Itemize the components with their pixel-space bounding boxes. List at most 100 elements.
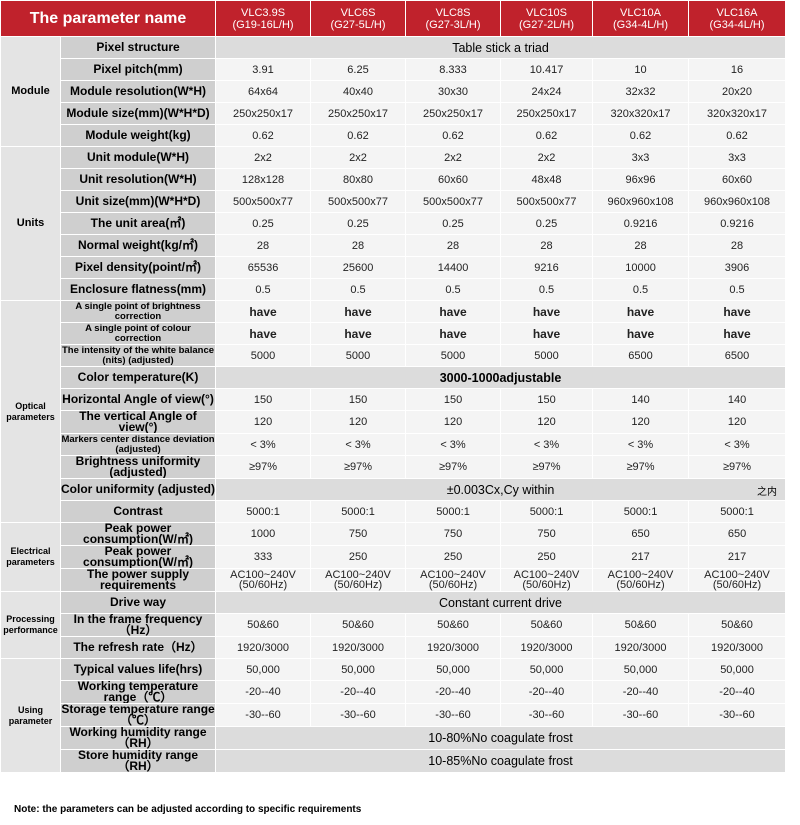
cell-value: 0.9216 (592, 212, 690, 235)
param-label: Pixel pitch(mm) (59, 58, 217, 81)
model-header: VLC10A (G34-4L/H) (592, 0, 690, 37)
cell-value: -20--40 (405, 680, 502, 704)
cell-value: 650 (688, 522, 787, 546)
cell-value: 28 (215, 234, 312, 257)
cell-value: 10 (592, 58, 690, 81)
cell-value: AC100~240V (50/60Hz) (310, 568, 407, 592)
spec-row: Module weight(kg) 0.62 0.62 0.62 0.62 0.62 0.6… (1, 124, 787, 147)
cell-value: 5000:1 (215, 500, 312, 523)
cell-value: 6.25 (310, 58, 407, 81)
param-label: Pixel structure (59, 36, 217, 59)
cell-value: AC100~240V (50/60Hz) (405, 568, 502, 592)
cell-value: 150 (215, 388, 312, 411)
model-code: (G27-5L/H) (330, 18, 386, 31)
spec-row: The intensity of the white balance (nits… (1, 344, 787, 367)
cell-value: 50&60 (215, 613, 312, 637)
model-header: VLC16A (G34-4L/H) (688, 0, 787, 37)
param-label: Working humidity range（RH） (59, 726, 217, 750)
cell-value: 5000:1 (592, 500, 690, 523)
spec-row: Units Unit module(W*H) 2x2 2x2 2x2 2x2 3x3 3x3 (0, 146, 787, 301)
cell-value: 25600 (310, 256, 407, 279)
cell-value: 500x500x77 (405, 190, 502, 213)
cell-value: ≥97% (592, 455, 690, 479)
spec-row: Color uniformity (adjusted) ±0.003Cx,Cy w… (1, 478, 787, 501)
cell-value: ≥97% (500, 455, 594, 479)
cell-value: AC100~240V (50/60Hz) (500, 568, 594, 592)
cell-value: -30--60 (500, 703, 594, 727)
param-label: Brightness uniformity (adjusted) (59, 455, 217, 479)
cell-value: 0.25 (310, 212, 407, 235)
model-name: VLC10S (526, 6, 567, 19)
spec-table: The parameter name VLC3.9S (G19-16L/H) VLC6… (0, 0, 787, 773)
cell-value: 8.333 (405, 58, 502, 81)
cell-value: 60x60 (405, 168, 502, 191)
header-row: The parameter name VLC3.9S (G19-16L/H) VLC6… (0, 0, 787, 37)
cell-value: 140 (592, 388, 690, 411)
cell-value: -20--40 (688, 680, 787, 704)
spec-row: Enclosure flatness(mm) 0.5 0.5 0.5 0.5 0.5 0.5 (1, 278, 787, 301)
cell-value: < 3% (500, 433, 594, 456)
cell-value: 120 (215, 410, 312, 434)
cell-value: 5000:1 (688, 500, 787, 523)
cell-value: 333 (215, 545, 312, 569)
param-label: Color uniformity (adjusted) (59, 478, 217, 501)
cell-value: 120 (688, 410, 787, 434)
cell-value: 500x500x77 (310, 190, 407, 213)
cell-value: 14400 (405, 256, 502, 279)
param-label: The power supply requirements (59, 568, 217, 592)
cell-value: 0.5 (310, 278, 407, 301)
cell-value: 750 (405, 522, 502, 546)
span-text: 10-80%No coagulate frost (428, 731, 573, 745)
span-text: Constant current drive (439, 595, 562, 610)
spec-row: The unit area(㎡) 0.25 0.25 0.25 0.25 0.9216 0.… (1, 212, 787, 235)
note: Note: the parameters can be adjusted acc… (14, 804, 362, 815)
cell-value: 5000:1 (310, 500, 407, 523)
model-code: (G27-2L/H) (519, 18, 575, 31)
span-suffix: 之内 (757, 486, 778, 498)
param-label: Enclosure flatness(mm) (59, 278, 217, 301)
cell-value: 0.62 (500, 124, 594, 147)
spec-row: Module resolution(W*H) 64x64 40x40 30x30 24x… (1, 80, 787, 103)
param-label: Horizontal Angle of view(°) (59, 388, 217, 411)
cell-value: 0.5 (592, 278, 690, 301)
cell-value: have (405, 300, 502, 323)
model-name: VLC6S (340, 6, 376, 19)
cell-value: 250x250x17 (500, 102, 594, 125)
cell-value: AC100~240V (50/60Hz) (688, 568, 787, 592)
model-name: VLC3.9S (241, 6, 286, 19)
param-label: Storage temperature range（℃） (59, 703, 217, 727)
model-code: (G34-4L/H) (709, 18, 765, 31)
span-value: ±0.003Cx,Cy within 之内 (215, 478, 787, 501)
cell-value: 40x40 (310, 80, 407, 103)
group-name: Optical parameters (0, 300, 61, 523)
model-code: (G27-3L/H) (425, 18, 481, 31)
param-label: Peak power consumption(W/㎡) (59, 522, 217, 546)
param-label: Contrast (59, 500, 217, 523)
cell-value: 65536 (215, 256, 312, 279)
cell-value: 1920/3000 (215, 636, 312, 659)
spec-row: Electrical parameters Peak power consumpt… (0, 522, 787, 592)
cell-value: 50&60 (310, 613, 407, 637)
cell-value: 0.62 (215, 124, 312, 147)
cell-value: 500x500x77 (500, 190, 594, 213)
cell-value: 20x20 (688, 80, 787, 103)
cell-value: 28 (405, 234, 502, 257)
model-name: VLC16A (716, 6, 758, 19)
cell-value: have (592, 300, 690, 323)
spec-row: Unit resolution(W*H) 128x128 80x80 60x60 48x… (1, 168, 787, 191)
param-label: The vertical Angle of view(°) (59, 410, 217, 434)
cell-value: 5000 (405, 344, 502, 367)
cell-value: 50,000 (405, 658, 502, 681)
cell-value: 1000 (215, 522, 312, 546)
cell-value: 0.25 (215, 212, 312, 235)
cell-value: 150 (405, 388, 502, 411)
cell-value: 60x60 (688, 168, 787, 191)
cell-value: 3x3 (688, 146, 787, 169)
param-label: In the frame frequency（Hz） (59, 613, 217, 637)
cell-value: 0.5 (405, 278, 502, 301)
cell-value: 5000 (215, 344, 312, 367)
cell-value: -20--40 (500, 680, 594, 704)
param-label: Module weight(kg) (59, 124, 217, 147)
cell-value: 3906 (688, 256, 787, 279)
